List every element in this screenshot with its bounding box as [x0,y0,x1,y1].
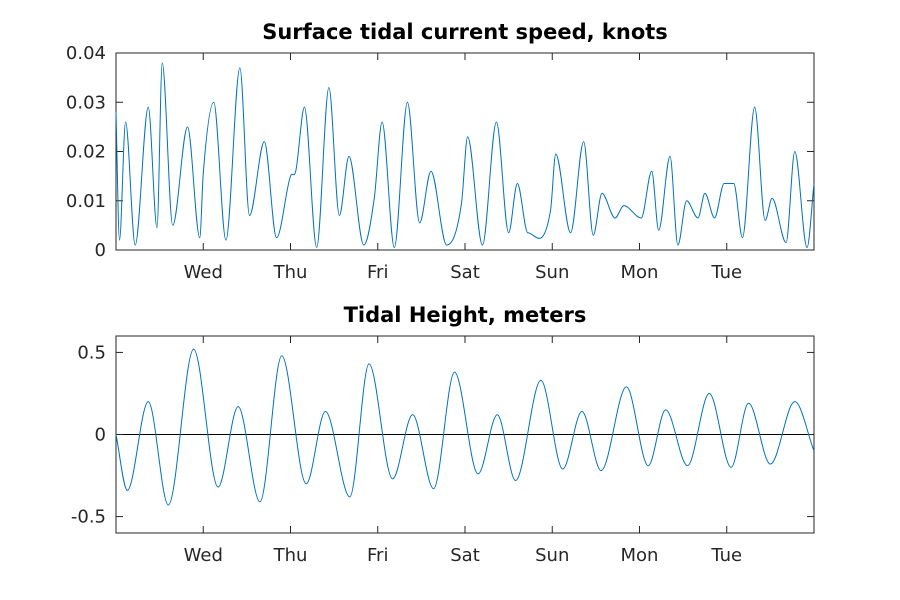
tidal-height-y-tick-label: 0 [95,425,106,446]
tidal-height-x-tick-label: Wed [184,545,223,566]
current-speed-title: Surface tidal current speed, knots [262,20,668,44]
current-speed-x-tick-label: Wed [184,262,223,283]
current-speed-ticks: Wed Thu Fri Sat Sun Mon Tue 0 0.01 0.02 0.03 0.04 [66,43,814,283]
tidal-height-x-tick-label: Sun [535,545,569,566]
tidal-height-x-tick-label: Mon [621,545,659,566]
tidal-height-line [115,348,815,506]
tidal-height-title: Tidal Height, meters [344,303,587,327]
current-speed-y-tick-label: 0 [95,240,106,261]
tidal-height-ticks: Wed Thu Fri Sat Sun Mon Tue -0.5 0 0.5 [71,336,814,566]
tidal-height-y-tick-label: -0.5 [71,507,106,528]
tidal-height-x-tick-label: Sat [450,545,480,566]
current-speed-y-tick-label: 0.04 [66,43,106,64]
tidal-height-x-tick-label: Fri [367,545,388,566]
tidal-height-panel: Tidal Height, meters Wed Thu Fri Sat Sun Mon T… [71,303,815,566]
current-speed-axes [115,52,815,251]
tidal-height-x-tick-label: Tue [710,545,742,566]
tidal-height-y-tick-label: 0.5 [77,342,106,363]
current-speed-y-tick-label: 0.03 [66,92,106,113]
current-speed-y-tick-label: 0.01 [66,191,106,212]
current-speed-panel: Surface tidal current speed, knots Wed Th… [66,20,815,283]
current-speed-x-tick-label: Fri [367,262,388,283]
current-speed-x-tick-label: Sun [535,262,569,283]
current-speed-x-tick-label: Thu [273,262,308,283]
current-speed-line [115,62,815,249]
current-speed-y-tick-label: 0.02 [66,142,106,163]
current-speed-x-tick-label: Mon [621,262,659,283]
tidal-height-x-tick-label: Thu [273,545,308,566]
current-speed-x-tick-label: Tue [710,262,742,283]
current-speed-x-tick-label: Sat [450,262,480,283]
